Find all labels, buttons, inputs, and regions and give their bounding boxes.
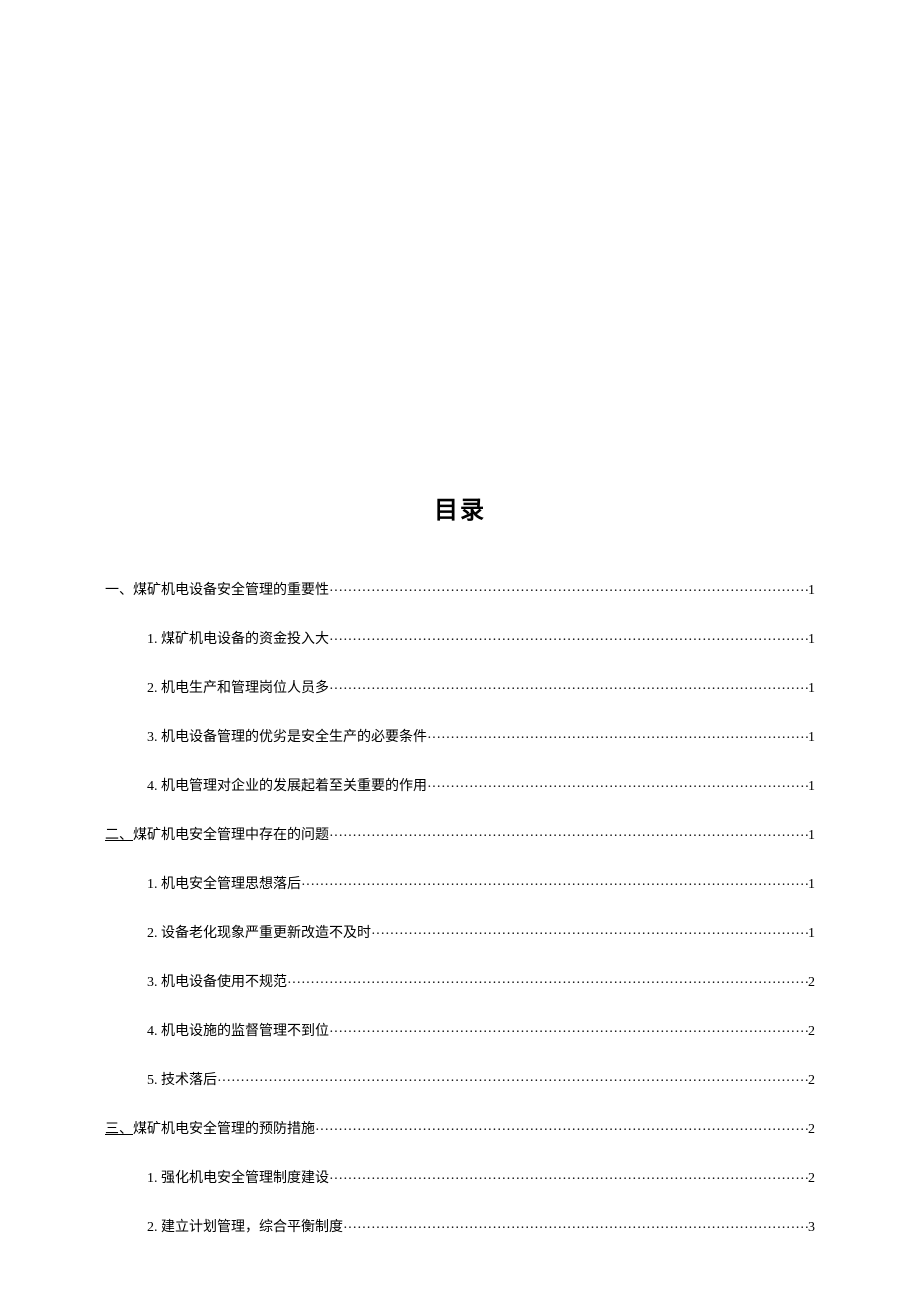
toc-entry-label-prefix: 三、 [105,1122,133,1137]
toc-entry: 三、煤矿机电安全管理的预防措施 2 [105,1119,815,1140]
toc-entry-page: 1 [808,629,815,650]
toc-dots [343,1218,808,1239]
page-content: 目录 一、煤矿机电设备安全管理的重要性11. 煤矿机电设备的资金投入大12. 机… [0,0,920,1238]
toc-entry: 2. 设备老化现象严重更新改造不及时 1 [105,923,815,944]
toc-entry-page: 1 [808,727,815,748]
toc-entry: 4. 机电管理对企业的发展起着至关重要的作用 1 [105,776,815,797]
toc-entry-page: 1 [808,678,815,699]
toc-entry: 2. 机电生产和管理岗位人员多 1 [105,678,815,699]
toc-entry: 4. 机电设施的监督管理不到位 2 [105,1021,815,1042]
toc-entry-label: 1. 煤矿机电设备的资金投入大 [147,629,329,650]
toc-entry-page: 2 [808,1021,815,1042]
toc-title: 目录 [105,490,815,525]
toc-entry-label: 3. 机电设备使用不规范 [147,972,287,993]
toc-dots [329,826,808,847]
toc-entry: 一、煤矿机电设备安全管理的重要性 1 [105,580,815,601]
toc-entry-label: 2. 设备老化现象严重更新改造不及时 [147,923,371,944]
toc-entry: 1. 强化机电安全管理制度建设 2 [105,1168,815,1189]
toc-dots [329,630,808,651]
toc-entry-label-rest: 煤矿机电安全管理中存在的问题 [133,828,329,843]
toc-entry: 1. 机电安全管理思想落后 1 [105,874,815,895]
toc-entry-label: 5. 技术落后 [147,1070,217,1091]
toc-entry-page: 1 [808,874,815,895]
toc-dots [315,1120,808,1141]
toc-entry: 3. 机电设备管理的优劣是安全生产的必要条件 1 [105,727,815,748]
toc-dots [427,777,808,798]
toc-entry-label-prefix: 二、 [105,828,133,843]
toc-entry-page: 2 [808,1119,815,1140]
toc-entry: 3. 机电设备使用不规范 2 [105,972,815,993]
toc-entry-label: 4. 机电设施的监督管理不到位 [147,1021,329,1042]
toc-entry-label: 2. 机电生产和管理岗位人员多 [147,678,329,699]
toc-entry-page: 2 [808,1168,815,1189]
toc-dots [217,1071,808,1092]
toc-entry-label: 1. 机电安全管理思想落后 [147,874,301,895]
toc-dots [329,679,808,700]
toc-dots [287,973,808,994]
toc-dots [329,1169,808,1190]
toc-dots [329,581,808,602]
toc-entry-page: 3 [808,1217,815,1238]
toc-entry-label: 2. 建立计划管理，综合平衡制度 [147,1217,343,1238]
toc-entry: 1. 煤矿机电设备的资金投入大 1 [105,629,815,650]
toc-entry: 二、煤矿机电安全管理中存在的问题 1 [105,825,815,846]
toc-container: 一、煤矿机电设备安全管理的重要性11. 煤矿机电设备的资金投入大12. 机电生产… [105,580,815,1238]
toc-dots [329,1022,808,1043]
toc-entry-label: 3. 机电设备管理的优劣是安全生产的必要条件 [147,727,427,748]
toc-entry-label: 二、煤矿机电安全管理中存在的问题 [105,825,329,846]
toc-entry-page: 1 [808,923,815,944]
toc-entry-label: 三、煤矿机电安全管理的预防措施 [105,1119,315,1140]
toc-entry-label: 一、煤矿机电设备安全管理的重要性 [105,580,329,601]
toc-dots [301,875,808,896]
toc-entry-label: 1. 强化机电安全管理制度建设 [147,1168,329,1189]
toc-entry: 5. 技术落后 2 [105,1070,815,1091]
toc-entry-page: 1 [808,825,815,846]
toc-dots [371,924,808,945]
toc-entry-page: 1 [808,580,815,601]
toc-entry-page: 2 [808,1070,815,1091]
toc-dots [427,728,808,749]
toc-entry-page: 1 [808,776,815,797]
toc-entry: 2. 建立计划管理，综合平衡制度 3 [105,1217,815,1238]
toc-entry-label-rest: 煤矿机电安全管理的预防措施 [133,1122,315,1137]
toc-entry-label: 4. 机电管理对企业的发展起着至关重要的作用 [147,776,427,797]
toc-entry-page: 2 [808,972,815,993]
